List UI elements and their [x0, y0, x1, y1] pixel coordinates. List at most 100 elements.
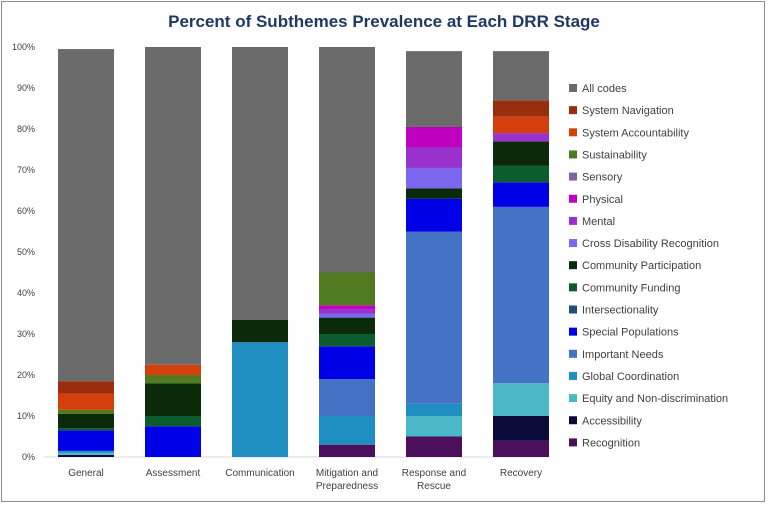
bar-segment — [406, 416, 462, 437]
legend-label: Physical — [582, 194, 623, 206]
legend-item: Equity and Non-discrimination — [569, 393, 728, 405]
y-tick-label: 20% — [17, 370, 35, 380]
legend-label: All codes — [582, 83, 627, 95]
legend-item: Physical — [569, 194, 623, 206]
bar-segment — [493, 100, 549, 117]
bar-segment — [145, 416, 201, 427]
legend-item: Global Coordination — [569, 371, 679, 383]
bar-segment — [493, 206, 549, 384]
bar-segment — [232, 319, 288, 343]
legend-label: Accessibility — [582, 415, 642, 427]
category-label: General — [68, 468, 104, 479]
bar-segment — [406, 188, 462, 199]
bar-segment — [406, 436, 462, 457]
bar-segment — [145, 383, 201, 416]
bar-segment — [493, 51, 549, 101]
legend-swatch — [569, 371, 577, 380]
y-tick-label: 50% — [17, 247, 35, 257]
category-label: Response and Rescue — [402, 468, 467, 492]
legend-swatch — [569, 194, 577, 203]
bar-segment — [145, 426, 201, 457]
bar-segment — [319, 379, 375, 416]
bar-segment — [406, 198, 462, 232]
legend-swatch — [569, 283, 577, 292]
bar-segment — [406, 231, 462, 404]
bar-segment — [493, 440, 549, 457]
category-label: Recovery — [500, 468, 542, 479]
legend-label: Sustainability — [582, 149, 647, 161]
legend-item: Cross Disability Recognition — [569, 238, 719, 250]
legend-label: Mental — [582, 216, 615, 228]
legend-swatch — [569, 150, 577, 159]
bar-segment — [319, 272, 375, 306]
legend-item: Mental — [569, 216, 615, 228]
y-tick-label: 70% — [17, 165, 35, 175]
bar-segment — [493, 116, 549, 134]
legend-label: Community Funding — [582, 282, 680, 294]
bar-segment — [406, 403, 462, 416]
y-tick-label: 90% — [17, 83, 35, 93]
legend-swatch — [569, 261, 577, 270]
bar-segment — [58, 49, 114, 382]
legend-item: Special Populations — [569, 327, 679, 339]
bars — [58, 47, 549, 457]
bar-segment — [58, 413, 114, 429]
bar-segment — [406, 167, 462, 189]
legend-label: Global Coordination — [582, 371, 679, 383]
legend-label: Important Needs — [582, 349, 664, 361]
bar-segment — [493, 141, 549, 166]
bar-segment — [319, 317, 375, 334]
bar-segment — [58, 454, 114, 457]
bar-segment — [319, 416, 375, 445]
bar-segment — [319, 444, 375, 457]
bar-segment — [406, 147, 462, 168]
bar-segment — [145, 375, 201, 384]
legend-swatch — [569, 128, 577, 137]
bar-segment — [58, 381, 114, 394]
legend-item: Recognition — [569, 437, 640, 449]
bar-segment — [493, 383, 549, 416]
legend-label: Special Populations — [582, 327, 679, 339]
legend-item: Sensory — [569, 172, 623, 184]
bar-segment — [145, 47, 201, 365]
legend-label: Recognition — [582, 437, 640, 449]
bar-segment — [232, 342, 288, 457]
legend-item: System Accountability — [569, 127, 689, 139]
legend-swatch — [569, 305, 577, 314]
legend-swatch — [569, 172, 577, 181]
bar-segment — [319, 309, 375, 314]
legend-label: Intersectionality — [582, 305, 659, 317]
y-tick-label: 0% — [22, 452, 35, 462]
bar-segment — [58, 450, 114, 453]
y-tick-label: 100% — [12, 42, 35, 52]
legend-label: Cross Disability Recognition — [582, 238, 719, 250]
y-tick-label: 40% — [17, 288, 35, 298]
legend-label: Equity and Non-discrimination — [582, 393, 728, 405]
legend-item: Important Needs — [569, 349, 664, 361]
legend-swatch — [569, 106, 577, 115]
legend-swatch — [569, 327, 577, 336]
bar-segment — [319, 313, 375, 318]
legend-item: All codes — [569, 83, 627, 95]
bar-segment — [493, 165, 549, 183]
bar-segment — [58, 393, 114, 410]
x-axis: General Assessment Communication Mitigation… — [68, 468, 542, 492]
chart-title: Percent of Subthemes Prevalence at Each … — [168, 12, 600, 31]
bar-segment — [319, 346, 375, 380]
bar-segment — [406, 126, 462, 148]
bar-segment — [232, 47, 288, 320]
bar-segment — [145, 364, 201, 375]
y-tick-label: 60% — [17, 206, 35, 216]
bar-segment — [58, 430, 114, 451]
legend-label: System Accountability — [582, 127, 689, 139]
bar-segment — [493, 133, 549, 142]
y-tick-label: 30% — [17, 329, 35, 339]
legend-swatch — [569, 438, 577, 447]
category-label: Mitigation and Preparedness — [316, 468, 378, 492]
bar-segment — [58, 428, 114, 431]
legend-swatch — [569, 349, 577, 358]
legend-swatch — [569, 216, 577, 225]
bar-segment — [493, 182, 549, 207]
